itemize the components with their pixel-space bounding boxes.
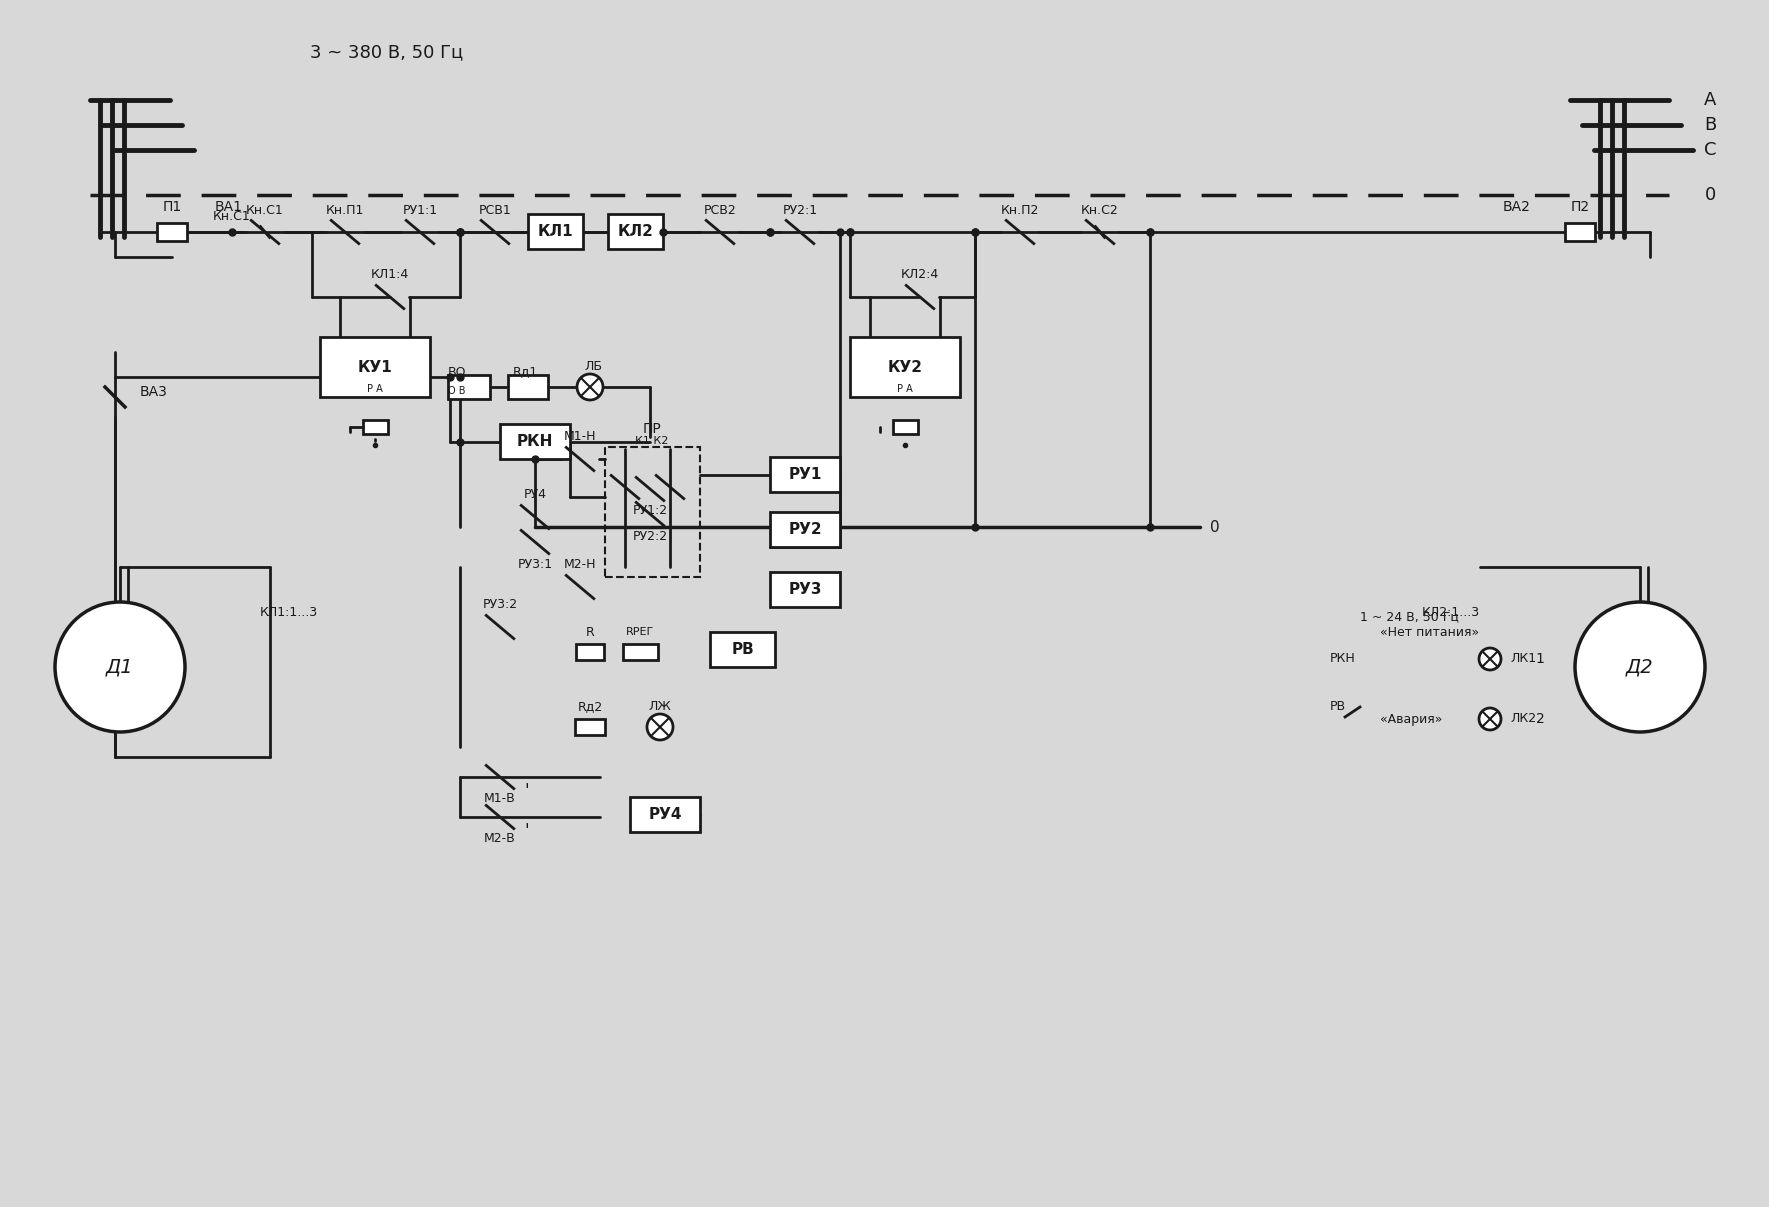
FancyBboxPatch shape — [770, 457, 840, 492]
Text: КЛ1:1...3: КЛ1:1...3 — [260, 606, 318, 618]
FancyBboxPatch shape — [575, 719, 605, 735]
Text: 2: 2 — [1535, 712, 1544, 725]
Text: КЛ2:1...3: КЛ2:1...3 — [1422, 606, 1481, 618]
Text: М1-Н: М1-Н — [564, 431, 596, 443]
Text: ВА1: ВА1 — [216, 200, 242, 214]
Text: RРЕГ: RРЕГ — [626, 626, 655, 637]
Text: РУ1: РУ1 — [789, 467, 821, 482]
Text: Rд1: Rд1 — [513, 366, 538, 379]
Text: 0: 0 — [1704, 186, 1716, 204]
Text: М2-В: М2-В — [485, 833, 517, 845]
Text: РУ3:2: РУ3:2 — [483, 599, 518, 612]
FancyBboxPatch shape — [448, 375, 490, 400]
Text: РУ1:2: РУ1:2 — [633, 505, 667, 518]
Text: R: R — [586, 625, 594, 639]
Text: А: А — [1704, 91, 1716, 109]
Text: РУ4: РУ4 — [524, 489, 547, 501]
FancyBboxPatch shape — [623, 645, 658, 660]
FancyBboxPatch shape — [577, 645, 603, 660]
Text: ': ' — [525, 822, 529, 840]
FancyBboxPatch shape — [893, 420, 918, 435]
Circle shape — [1574, 602, 1705, 731]
Text: РУ2:1: РУ2:1 — [782, 204, 817, 216]
FancyBboxPatch shape — [1566, 223, 1596, 241]
Text: Кн.П1: Кн.П1 — [325, 204, 364, 216]
Text: 1 ~ 24 В, 50 Гц: 1 ~ 24 В, 50 Гц — [1360, 611, 1459, 624]
Text: КЛ2:4: КЛ2:4 — [900, 268, 939, 281]
Text: П1: П1 — [163, 200, 182, 214]
Text: Кн.С1: Кн.С1 — [212, 210, 251, 223]
Text: РУ2: РУ2 — [789, 521, 823, 537]
Text: КУ1: КУ1 — [357, 360, 393, 374]
Text: РКН: РКН — [1330, 653, 1355, 665]
Text: РСВ1: РСВ1 — [479, 204, 511, 216]
FancyBboxPatch shape — [609, 214, 663, 249]
Text: ПР: ПР — [642, 422, 662, 436]
Text: ЛК1: ЛК1 — [1511, 653, 1535, 665]
FancyBboxPatch shape — [630, 797, 701, 832]
Text: РУ4: РУ4 — [647, 807, 681, 822]
Text: РУ2:2: РУ2:2 — [633, 530, 667, 542]
FancyBboxPatch shape — [709, 632, 775, 667]
Text: Rд2: Rд2 — [577, 700, 603, 713]
Text: ВА2: ВА2 — [1502, 200, 1530, 214]
Circle shape — [55, 602, 186, 731]
Text: Кн.П2: Кн.П2 — [1001, 204, 1038, 216]
Text: Д2: Д2 — [1626, 658, 1654, 676]
Text: О В: О В — [448, 386, 465, 396]
FancyBboxPatch shape — [770, 572, 840, 607]
Text: Кн.С1: Кн.С1 — [246, 204, 283, 216]
Text: РУ3: РУ3 — [789, 582, 823, 597]
Text: РСВ2: РСВ2 — [704, 204, 736, 216]
Text: П2: П2 — [1571, 200, 1590, 214]
Text: ЛЖ: ЛЖ — [649, 700, 672, 713]
Text: КЛ2: КЛ2 — [617, 225, 653, 239]
Text: ЛК2: ЛК2 — [1511, 712, 1535, 725]
FancyBboxPatch shape — [320, 337, 430, 397]
Circle shape — [1479, 709, 1502, 730]
FancyBboxPatch shape — [849, 337, 961, 397]
FancyBboxPatch shape — [527, 214, 584, 249]
Circle shape — [647, 715, 672, 740]
Text: М2-Н: М2-Н — [564, 559, 596, 571]
FancyBboxPatch shape — [501, 424, 570, 459]
Text: ВА3: ВА3 — [140, 385, 168, 400]
Text: РУ3:1: РУ3:1 — [518, 558, 552, 571]
Text: М1-В: М1-В — [485, 793, 517, 805]
Text: КЛ1: КЛ1 — [538, 225, 573, 239]
Text: «Нет питания»: «Нет питания» — [1380, 625, 1479, 639]
Text: 0: 0 — [1210, 519, 1219, 535]
Text: РВ: РВ — [731, 642, 754, 657]
FancyBboxPatch shape — [508, 375, 548, 400]
Text: ': ' — [525, 782, 529, 800]
FancyBboxPatch shape — [157, 223, 188, 241]
Text: РУ1:1: РУ1:1 — [402, 204, 437, 216]
Text: Кн.С2: Кн.С2 — [1081, 204, 1118, 216]
Text: В: В — [1704, 116, 1716, 134]
Text: КЛ1:4: КЛ1:4 — [371, 268, 409, 281]
Text: Д1: Д1 — [106, 658, 134, 676]
Circle shape — [1479, 648, 1502, 670]
Text: КУ2: КУ2 — [888, 360, 922, 374]
Text: РКН: РКН — [517, 435, 554, 449]
Text: ЛБ: ЛБ — [584, 361, 601, 373]
Text: ВО: ВО — [448, 366, 467, 379]
Text: 3 ~ 380 В, 50 Гц: 3 ~ 380 В, 50 Гц — [310, 43, 463, 62]
FancyBboxPatch shape — [363, 420, 387, 435]
Text: К1 К2: К1 К2 — [635, 436, 669, 447]
Text: «Авария»: «Авария» — [1380, 712, 1442, 725]
Text: РВ: РВ — [1330, 700, 1346, 713]
Text: С: С — [1704, 141, 1716, 159]
Circle shape — [577, 374, 603, 400]
Text: 1: 1 — [1535, 652, 1544, 666]
Text: Р А: Р А — [897, 384, 913, 393]
FancyBboxPatch shape — [770, 512, 840, 547]
Text: Р А: Р А — [368, 384, 382, 393]
